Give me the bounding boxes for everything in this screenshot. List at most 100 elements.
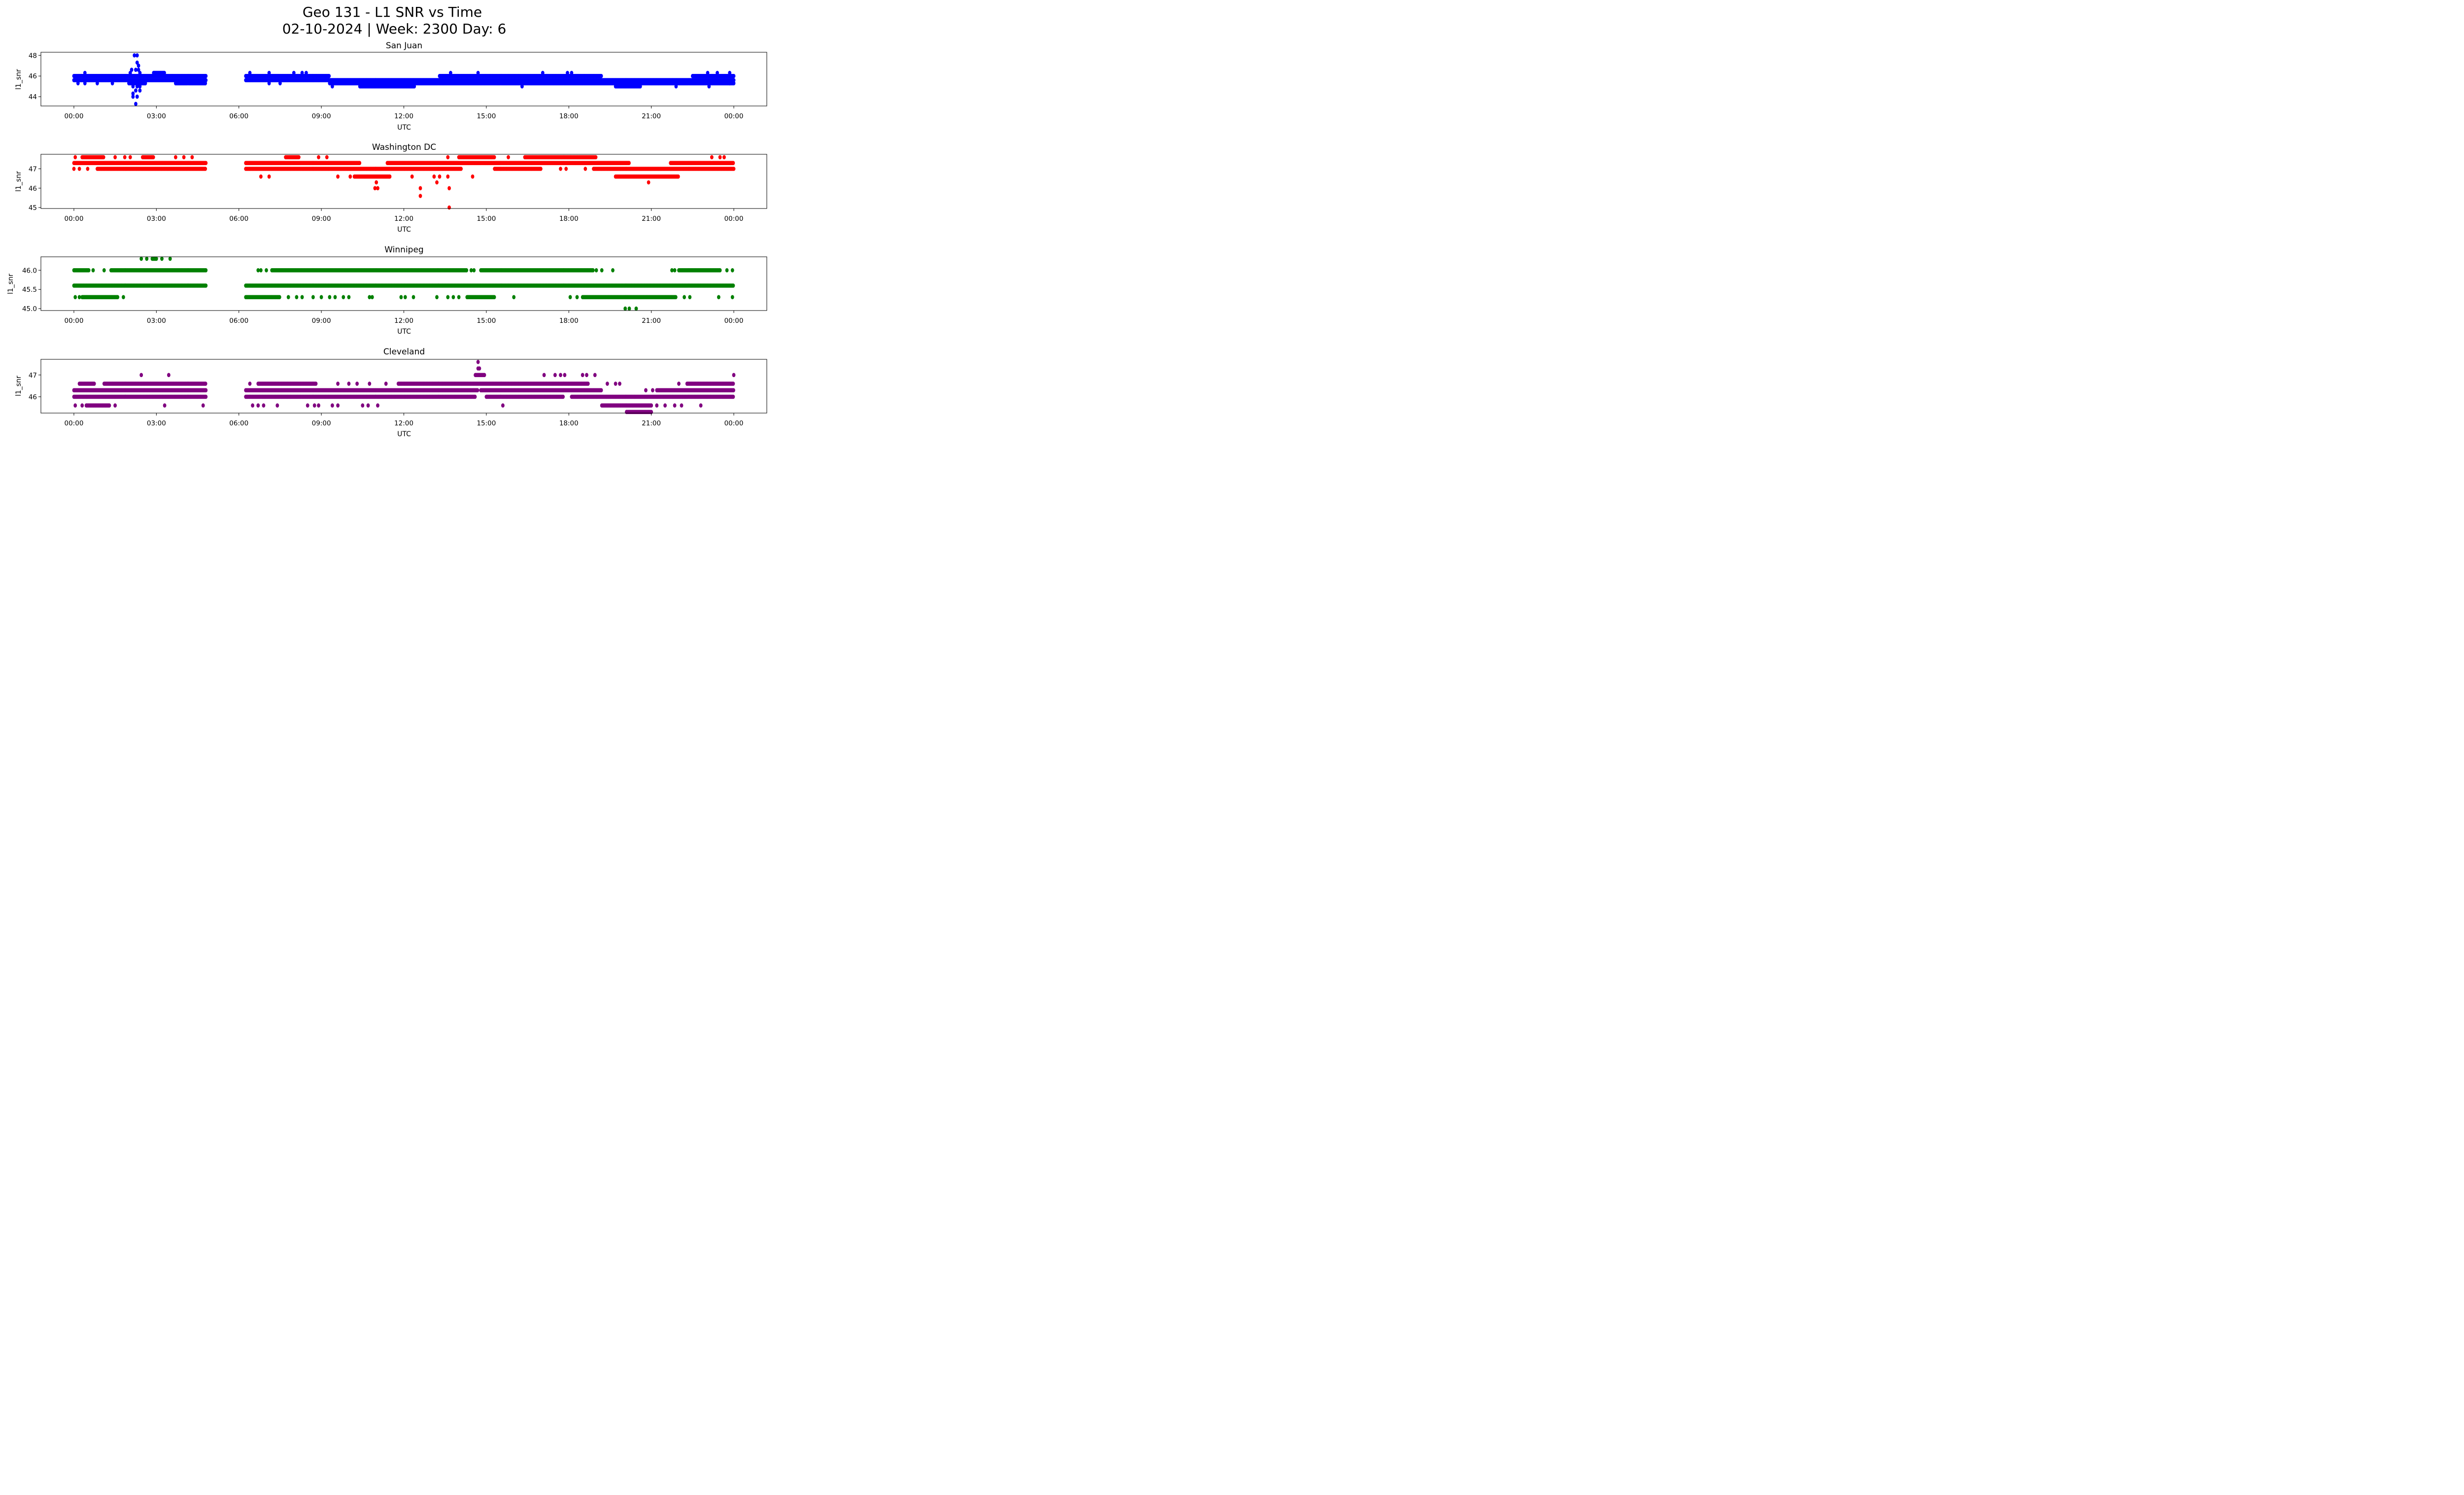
data-point [135, 53, 139, 58]
data-point [300, 70, 304, 75]
data-point [731, 283, 735, 288]
data-point [72, 167, 76, 171]
data-point [135, 94, 139, 99]
data-point [297, 155, 301, 160]
data-point [204, 73, 208, 78]
data-point [137, 63, 140, 68]
data-point [163, 70, 166, 75]
x-tick-label: 18:00 [559, 112, 579, 120]
x-tick-label: 00:00 [65, 112, 84, 120]
data-point [674, 84, 678, 89]
data-point [317, 155, 320, 160]
panel-title: San Juan [386, 41, 422, 51]
x-tick-label: 09:00 [312, 215, 331, 223]
data-point [248, 70, 252, 75]
data-point [507, 155, 510, 160]
data-point [134, 88, 137, 93]
data-point [174, 155, 177, 160]
data-point [131, 94, 135, 99]
data-point [128, 155, 132, 160]
data-point [559, 167, 562, 171]
x-ticks: 00:00 03:00 06:00 09:00 12:00 15:00 18:00 21:00… [65, 106, 743, 120]
data-point [138, 84, 142, 89]
y-tick-label: 44 [29, 93, 37, 101]
data-point [564, 167, 568, 171]
data-point [73, 155, 77, 160]
data-point [138, 88, 142, 93]
x-tick-label: 21:00 [642, 215, 661, 223]
data-point [305, 70, 308, 75]
data-point [707, 84, 711, 89]
data-point [459, 167, 463, 171]
data-point [204, 161, 208, 166]
data-point [718, 155, 722, 160]
data-point [131, 84, 135, 89]
data-point [732, 78, 736, 82]
panel-title: Washington DC [372, 142, 436, 152]
data-point [267, 174, 271, 179]
x-ticks: 00:00 03:00 06:00 09:00 12:00 15:00 18:00 21:00… [65, 209, 744, 223]
data-point [583, 167, 587, 171]
panel-title: Winnipeg [384, 245, 423, 255]
data-point [476, 70, 480, 75]
x-tick-label: 12:00 [394, 215, 413, 223]
x-tick-label: 21:00 [642, 112, 661, 120]
data-point [278, 81, 282, 86]
data-point [435, 180, 439, 185]
data-point [86, 167, 90, 171]
data-point [110, 81, 114, 86]
data-point [447, 205, 451, 210]
y-axis-label: l1_snr [15, 69, 23, 90]
data-point [259, 174, 263, 179]
x-tick-label: 03:00 [147, 112, 166, 120]
data-point [728, 81, 732, 86]
data-point [594, 155, 598, 160]
data-point [327, 73, 331, 78]
data-point [292, 70, 296, 75]
data-point [731, 161, 735, 166]
data-point [102, 155, 105, 160]
y-ticks: 45 46 47 [29, 165, 41, 212]
chart-title: Geo 131 - L1 SNR vs Time [303, 4, 482, 20]
x-tick-label: 09:00 [312, 112, 331, 120]
data-point [706, 70, 710, 75]
scatter-points [72, 155, 736, 210]
figure: Geo 131 - L1 SNR vs Time 02-10-2024 | We… [7, 4, 767, 438]
data-point [151, 155, 155, 160]
data-point [325, 155, 329, 160]
x-tick-label: 12:00 [394, 112, 413, 120]
data-point [134, 102, 137, 106]
data-point [647, 180, 650, 185]
data-point [676, 174, 680, 179]
data-point [116, 295, 120, 300]
data-point [96, 81, 99, 86]
data-point [570, 70, 574, 75]
x-tick-label: 00:00 [724, 215, 744, 223]
data-point [410, 174, 414, 179]
y-axis-label: l1_snr [15, 171, 23, 192]
panel-winnipeg: Winnipeg 45.045.546.0 00:00 03:00 06:00 09:… [7, 245, 767, 336]
data-point [331, 84, 334, 89]
data-point [438, 174, 442, 179]
data-point [447, 186, 451, 191]
y-tick-label: 47 [29, 165, 37, 173]
data-point [87, 268, 91, 273]
data-point [418, 186, 422, 191]
chart-subtitle: 02-10-2024 | Week: 2300 Day: 6 [282, 21, 507, 37]
data-point [143, 81, 147, 86]
data-point [388, 174, 392, 179]
data-point [728, 70, 732, 75]
data-point [492, 155, 496, 160]
y-tick-label: 46 [29, 185, 37, 193]
x-tick-label: 06:00 [229, 112, 248, 120]
y-tick-label: 45 [29, 204, 37, 212]
data-point [732, 73, 736, 78]
data-point [204, 283, 208, 288]
data-point [375, 180, 378, 185]
x-axis-label: UTC [397, 226, 411, 234]
data-point [599, 73, 603, 78]
data-point [539, 167, 543, 171]
data-point [520, 84, 524, 89]
